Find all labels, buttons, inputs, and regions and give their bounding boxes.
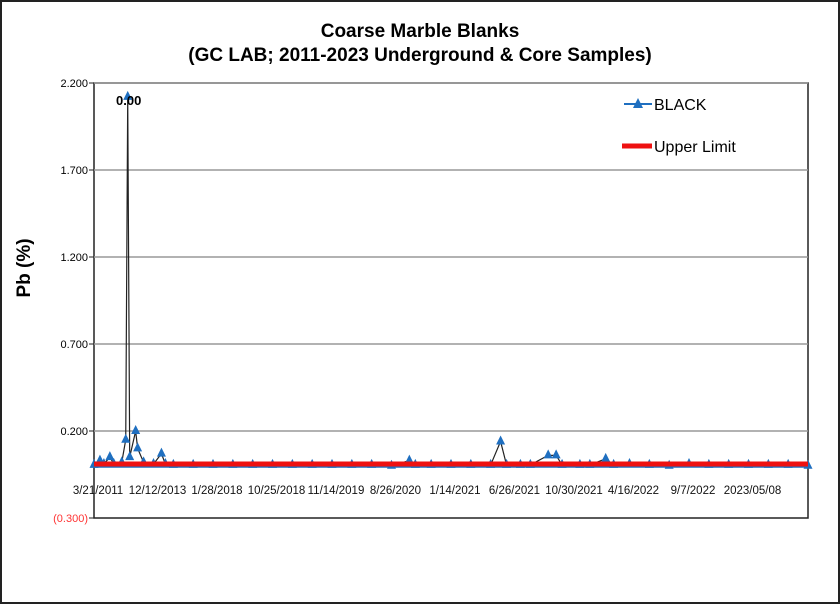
legend-upper-limit-label: Upper Limit [654, 139, 736, 156]
x-tick-label: 2023/05/08 [724, 485, 782, 497]
x-tick-label: 6/26/2021 [489, 485, 540, 497]
chart-title-block: Coarse Marble Blanks (GC LAB; 2011-2023 … [0, 20, 840, 68]
series-black-point [543, 449, 553, 459]
series-black-point [121, 433, 131, 443]
chart-title: Coarse Marble Blanks [320, 21, 520, 42]
legend: BLACK Upper Limit [622, 97, 736, 156]
y-tick-label: 0.700 [60, 339, 88, 351]
x-tick-label: 3/21/2011 [73, 485, 123, 497]
data-label: 0.00 [116, 93, 141, 108]
x-tick-label: 9/7/2022 [671, 485, 716, 497]
series-black-point [131, 425, 141, 434]
series-black-point [123, 90, 133, 100]
x-tick-label: 12/12/2013 [129, 485, 187, 497]
series-black-point [601, 452, 611, 462]
series-black-point [404, 454, 414, 464]
y-tick-label: 2.200 [60, 78, 88, 90]
x-tick-label: 10/30/2021 [545, 485, 603, 497]
y-axis-label: Pb (%) [14, 238, 35, 297]
y-tick-label: 0.200 [60, 426, 88, 438]
series-black-point [95, 454, 105, 464]
chart-subtitle: (GC LAB; 2011-2023 Underground & Core Sa… [188, 45, 652, 66]
series-black-point [133, 442, 143, 452]
x-tick-label: 10/25/2018 [248, 485, 306, 497]
legend-black-label: BLACK [654, 97, 707, 114]
x-tick-label: 1/14/2021 [429, 485, 480, 497]
y-tick-label: 1.200 [60, 252, 88, 264]
series-black-point [156, 447, 166, 457]
series-black-point [125, 451, 135, 461]
series-black-point [105, 451, 115, 461]
x-tick-label: 1/28/2018 [191, 485, 242, 497]
x-tick-label: 4/16/2022 [608, 485, 659, 497]
x-tick-label: 8/26/2020 [370, 485, 421, 497]
y-tick-label: (0.300) [53, 513, 88, 525]
series-black-point [496, 435, 506, 445]
x-tick-label: 11/14/2019 [308, 485, 365, 497]
y-tick-label: 1.700 [60, 165, 88, 177]
series-black-point [551, 449, 561, 459]
legend-black-marker [633, 98, 643, 108]
